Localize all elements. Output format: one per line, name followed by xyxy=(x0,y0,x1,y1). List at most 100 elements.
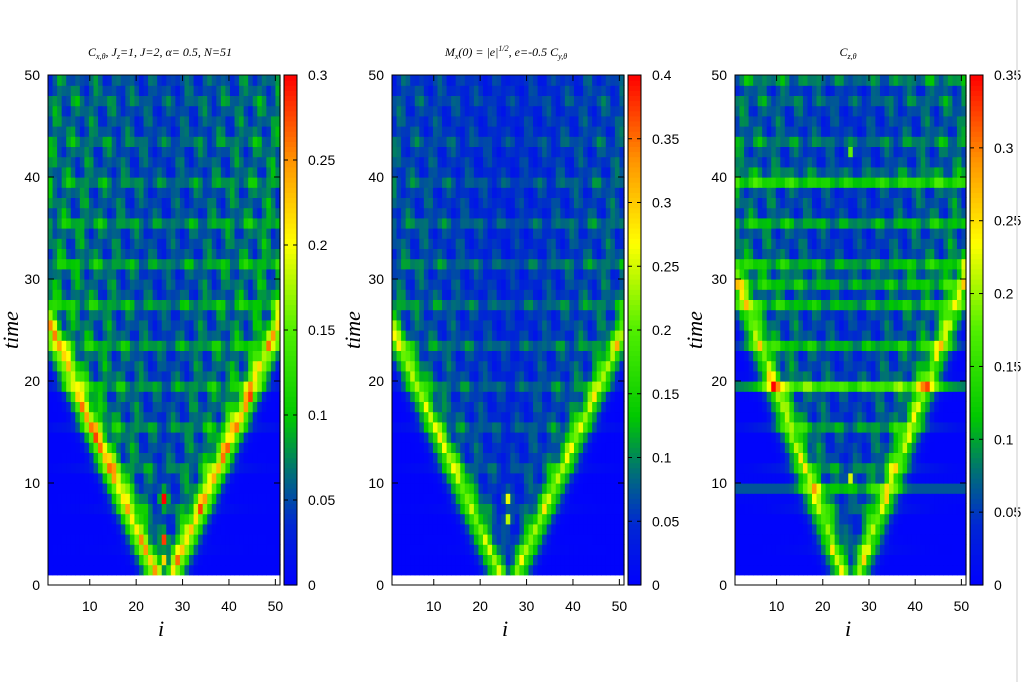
heatmap-cell xyxy=(546,432,552,443)
heatmap-cell xyxy=(587,544,593,555)
heatmap-cell xyxy=(537,238,543,249)
heatmap-cell xyxy=(275,360,281,372)
heatmap-cell xyxy=(451,493,457,504)
heatmap-cell xyxy=(75,421,81,433)
heatmap-cell xyxy=(610,217,616,229)
heatmap-cell xyxy=(446,340,452,351)
heatmap-cell xyxy=(492,462,498,474)
heatmap-cell xyxy=(510,299,516,311)
heatmap-cell xyxy=(392,513,398,525)
heatmap-cell xyxy=(129,105,136,117)
heatmap-cell xyxy=(560,207,566,219)
heatmap-cell xyxy=(428,523,434,535)
heatmap-cell xyxy=(596,136,602,147)
heatmap-cell xyxy=(578,340,584,351)
heatmap-cell xyxy=(125,289,131,300)
heatmap-cell xyxy=(537,340,543,351)
heatmap-cell xyxy=(270,411,277,423)
heatmap-cell xyxy=(270,258,277,270)
heatmap-cell xyxy=(198,197,204,209)
heatmap-cell xyxy=(569,381,575,392)
heatmap-cell xyxy=(401,228,407,239)
heatmap-cell xyxy=(239,258,245,270)
heatmap-cell xyxy=(537,156,543,168)
heatmap-cell xyxy=(569,136,575,147)
heatmap-cell xyxy=(211,207,217,219)
heatmap-cell xyxy=(57,381,63,392)
heatmap-cell xyxy=(225,534,231,545)
heatmap-cell xyxy=(143,238,149,249)
heatmap-cell xyxy=(473,411,480,423)
heatmap-cell xyxy=(414,197,420,209)
heatmap-cell xyxy=(138,319,145,331)
heatmap-cell xyxy=(423,207,429,219)
heatmap-cell xyxy=(52,299,58,311)
heatmap-cell xyxy=(229,411,236,423)
heatmap-cell xyxy=(116,462,122,474)
heatmap-cell xyxy=(275,146,281,158)
heatmap-cell xyxy=(605,228,611,239)
heatmap-cell xyxy=(120,381,126,392)
heatmap-cell xyxy=(70,421,76,433)
heatmap-cell xyxy=(179,187,186,198)
heatmap-cell xyxy=(252,248,258,260)
heatmap-cell xyxy=(501,289,507,300)
heatmap-cell xyxy=(184,330,190,341)
heatmap-cell xyxy=(523,299,530,311)
heatmap-cell xyxy=(234,534,240,545)
heatmap-cell xyxy=(619,350,625,362)
heatmap-cell xyxy=(464,360,470,372)
colorbar-segment xyxy=(284,579,297,586)
heatmap-cell xyxy=(533,177,539,188)
heatmap-cell xyxy=(134,95,140,107)
heatmap-cell xyxy=(193,340,199,351)
heatmap-cell xyxy=(88,401,95,413)
heatmap-cell xyxy=(514,421,520,433)
heatmap-cell xyxy=(275,136,281,147)
heatmap-cell xyxy=(610,228,616,239)
heatmap-cell xyxy=(478,279,484,290)
heatmap-cell xyxy=(93,177,99,188)
heatmap-cell xyxy=(473,544,480,555)
heatmap-cell xyxy=(261,574,267,586)
heatmap-cell xyxy=(234,238,240,249)
heatmap-cell xyxy=(482,238,489,249)
heatmap-cell xyxy=(442,197,448,209)
heatmap-cell xyxy=(492,483,498,494)
heatmap-cell xyxy=(569,309,575,321)
heatmap-cell xyxy=(605,177,611,188)
heatmap-cell xyxy=(414,177,420,188)
colorbar-segment xyxy=(284,324,297,331)
heatmap-cell xyxy=(184,279,190,290)
heatmap-cell xyxy=(170,493,176,504)
heatmap-cell xyxy=(66,279,72,290)
heatmap-cell xyxy=(601,401,607,413)
heatmap-cell xyxy=(189,279,195,290)
heatmap-cell xyxy=(138,493,145,504)
heatmap-cell xyxy=(166,411,172,423)
heatmap-cell xyxy=(48,411,54,423)
heatmap-cell xyxy=(482,472,489,484)
heatmap-cell xyxy=(234,228,240,239)
heatmap-cell xyxy=(537,228,543,239)
heatmap-cell xyxy=(492,248,498,260)
heatmap-cell xyxy=(478,523,484,535)
heatmap-cell xyxy=(619,391,625,402)
heatmap-cell xyxy=(179,156,186,168)
heatmap-cell xyxy=(220,197,227,209)
heatmap-cell xyxy=(148,452,154,464)
heatmap-cell xyxy=(505,146,511,158)
heatmap-cell xyxy=(428,513,434,525)
heatmap-cell xyxy=(107,340,113,351)
heatmap-cell xyxy=(492,370,498,382)
heatmap-cell xyxy=(189,544,195,555)
heatmap-cell xyxy=(270,228,277,239)
heatmap-cell xyxy=(451,381,457,392)
heatmap-cell xyxy=(93,289,99,300)
heatmap-cell xyxy=(533,544,539,555)
heatmap-cell xyxy=(605,493,611,504)
heatmap-cell xyxy=(419,432,425,443)
heatmap-cell xyxy=(510,503,516,515)
heatmap-cell xyxy=(48,309,54,321)
heatmap-cell xyxy=(111,340,117,351)
